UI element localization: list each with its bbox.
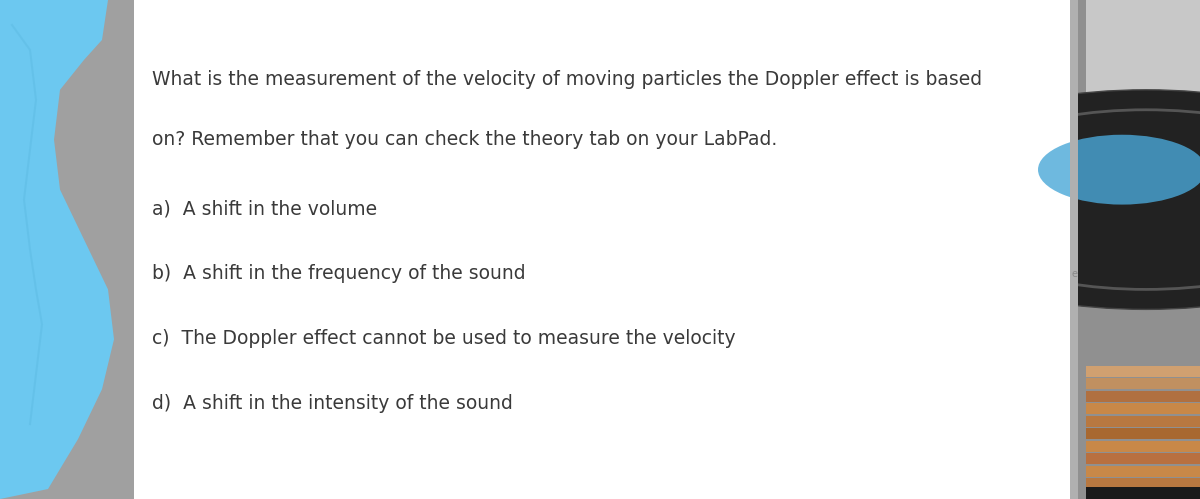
Text: d)  A shift in the intensity of the sound: d) A shift in the intensity of the sound xyxy=(152,394,514,413)
Polygon shape xyxy=(0,0,114,499)
Text: b)  A shift in the frequency of the sound: b) A shift in the frequency of the sound xyxy=(152,264,526,283)
Bar xyxy=(1070,0,1078,499)
Bar xyxy=(1086,466,1200,477)
Circle shape xyxy=(1038,135,1200,205)
Bar xyxy=(1086,391,1200,402)
Bar xyxy=(1086,478,1200,489)
Text: c)  The Doppler effect cannot be used to measure the velocity: c) The Doppler effect cannot be used to … xyxy=(152,329,736,348)
Bar xyxy=(1086,366,1200,377)
Text: e: e xyxy=(1072,269,1078,279)
Bar xyxy=(134,0,1074,499)
Bar xyxy=(1086,453,1200,464)
Bar xyxy=(1086,487,1200,499)
Bar xyxy=(1086,416,1200,427)
Text: a)  A shift in the volume: a) A shift in the volume xyxy=(152,200,378,219)
Text: on? Remember that you can check the theory tab on your LabPad.: on? Remember that you can check the theo… xyxy=(152,130,778,149)
Text: What is the measurement of the velocity of moving particles the Doppler effect i: What is the measurement of the velocity … xyxy=(152,70,983,89)
Bar xyxy=(1086,0,1200,125)
Bar xyxy=(1086,378,1200,389)
Bar xyxy=(1086,428,1200,439)
Bar xyxy=(1086,441,1200,452)
Circle shape xyxy=(882,90,1200,309)
Bar xyxy=(1074,0,1200,499)
Bar xyxy=(1086,403,1200,414)
